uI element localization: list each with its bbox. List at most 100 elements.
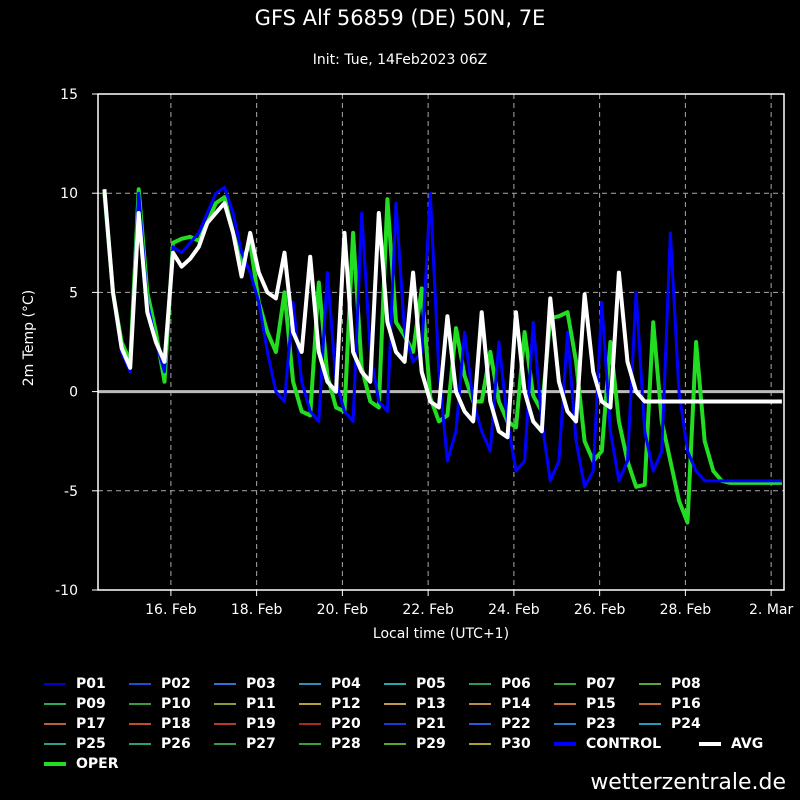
legend-item-p17: P17	[44, 714, 106, 734]
legend-swatch	[554, 742, 576, 746]
x-axis-label: Local time (UTC+1)	[372, 626, 510, 642]
legend-label: P05	[416, 676, 446, 692]
legend-label: P16	[671, 696, 701, 712]
y-tick-label: -10	[55, 583, 78, 599]
legend-item-p28: P28	[299, 734, 361, 754]
legend-label: OPER	[76, 756, 119, 772]
legend-swatch	[214, 743, 236, 745]
legend-item-p13: P13	[384, 694, 446, 714]
legend-label: P07	[586, 676, 616, 692]
chart-subtitle: Init: Tue, 14Feb2023 06Z	[312, 52, 488, 68]
legend-swatch	[299, 723, 321, 725]
legend-swatch	[384, 703, 406, 705]
x-tick-label: 28. Feb	[660, 602, 712, 618]
legend-label: P10	[161, 696, 191, 712]
legend-item-oper: OPER	[44, 754, 119, 774]
legend-swatch	[639, 683, 661, 685]
legend-item-p11: P11	[214, 694, 276, 714]
legend-label: P04	[331, 676, 361, 692]
legend-label: P26	[161, 736, 191, 752]
legend-label: CONTROL	[586, 736, 662, 752]
chart-title: GFS Alf 56859 (DE) 50N, 7E	[254, 6, 546, 30]
source-credit: wetterzentrale.de	[590, 770, 786, 795]
legend-item-p08: P08	[639, 674, 701, 694]
legend-swatch	[299, 703, 321, 705]
legend-swatch	[639, 703, 661, 705]
legend-item-p03: P03	[214, 674, 276, 694]
legend-item-p02: P02	[129, 674, 191, 694]
y-tick-label: -5	[64, 484, 78, 500]
legend-item-p09: P09	[44, 694, 106, 714]
legend-item-p27: P27	[214, 734, 276, 754]
x-tick-label: 18. Feb	[231, 602, 283, 618]
legend-swatch	[469, 723, 491, 725]
legend-label: P28	[331, 736, 361, 752]
legend-item-p19: P19	[214, 714, 276, 734]
legend-label: P27	[246, 736, 276, 752]
legend-swatch	[469, 683, 491, 685]
legend-item-p05: P05	[384, 674, 446, 694]
legend-swatch	[129, 743, 151, 745]
legend-label: P01	[76, 676, 106, 692]
legend-swatch	[214, 723, 236, 725]
legend-swatch	[214, 683, 236, 685]
legend-label: P18	[161, 716, 191, 732]
legend-label: P20	[331, 716, 361, 732]
y-tick-label: 5	[69, 285, 78, 301]
legend-swatch	[214, 703, 236, 705]
legend-swatch	[699, 742, 721, 746]
y-tick-label: 10	[60, 186, 78, 202]
legend-item-p20: P20	[299, 714, 361, 734]
legend-swatch	[554, 703, 576, 705]
legend-item-p04: P04	[299, 674, 361, 694]
legend-label: P12	[331, 696, 361, 712]
legend-item-p22: P22	[469, 714, 531, 734]
legend-swatch	[554, 723, 576, 725]
legend-label: P03	[246, 676, 276, 692]
legend-label: P19	[246, 716, 276, 732]
legend-label: P22	[501, 716, 531, 732]
legend-swatch	[44, 762, 66, 766]
legend-item-p29: P29	[384, 734, 446, 754]
legend-item-p07: P07	[554, 674, 616, 694]
legend-item-p14: P14	[469, 694, 531, 714]
legend-swatch	[554, 683, 576, 685]
y-tick-label: 15	[60, 87, 78, 103]
legend-item-p26: P26	[129, 734, 191, 754]
legend-label: P06	[501, 676, 531, 692]
legend-swatch	[44, 703, 66, 705]
legend-label: P30	[501, 736, 531, 752]
legend-swatch	[129, 723, 151, 725]
legend-label: AVG	[731, 736, 764, 752]
legend-swatch	[129, 683, 151, 685]
legend-swatch	[44, 723, 66, 725]
legend-swatch	[384, 723, 406, 725]
legend-item-p25: P25	[44, 734, 106, 754]
y-tick-label: 0	[69, 385, 78, 401]
legend-swatch	[469, 703, 491, 705]
legend-swatch	[384, 683, 406, 685]
legend-swatch	[639, 723, 661, 725]
legend-item-p10: P10	[129, 694, 191, 714]
legend-label: P23	[586, 716, 616, 732]
legend-label: P14	[501, 696, 531, 712]
x-tick-label: 16. Feb	[145, 602, 197, 618]
legend-item-p15: P15	[554, 694, 616, 714]
legend-item-p21: P21	[384, 714, 446, 734]
legend-label: P29	[416, 736, 446, 752]
legend-swatch	[44, 743, 66, 745]
legend-label: P17	[76, 716, 106, 732]
x-tick-label: 24. Feb	[488, 602, 540, 618]
legend-label: P02	[161, 676, 191, 692]
legend-item-p06: P06	[469, 674, 531, 694]
legend-label: P25	[76, 736, 106, 752]
legend-item-p16: P16	[639, 694, 701, 714]
legend-label: P15	[586, 696, 616, 712]
legend-label: P21	[416, 716, 446, 732]
legend-item-p30: P30	[469, 734, 531, 754]
y-axis-label: 2m Temp (°C)	[21, 289, 37, 387]
legend-label: P13	[416, 696, 446, 712]
legend-item-avg: AVG	[699, 734, 763, 754]
legend-swatch	[469, 743, 491, 745]
